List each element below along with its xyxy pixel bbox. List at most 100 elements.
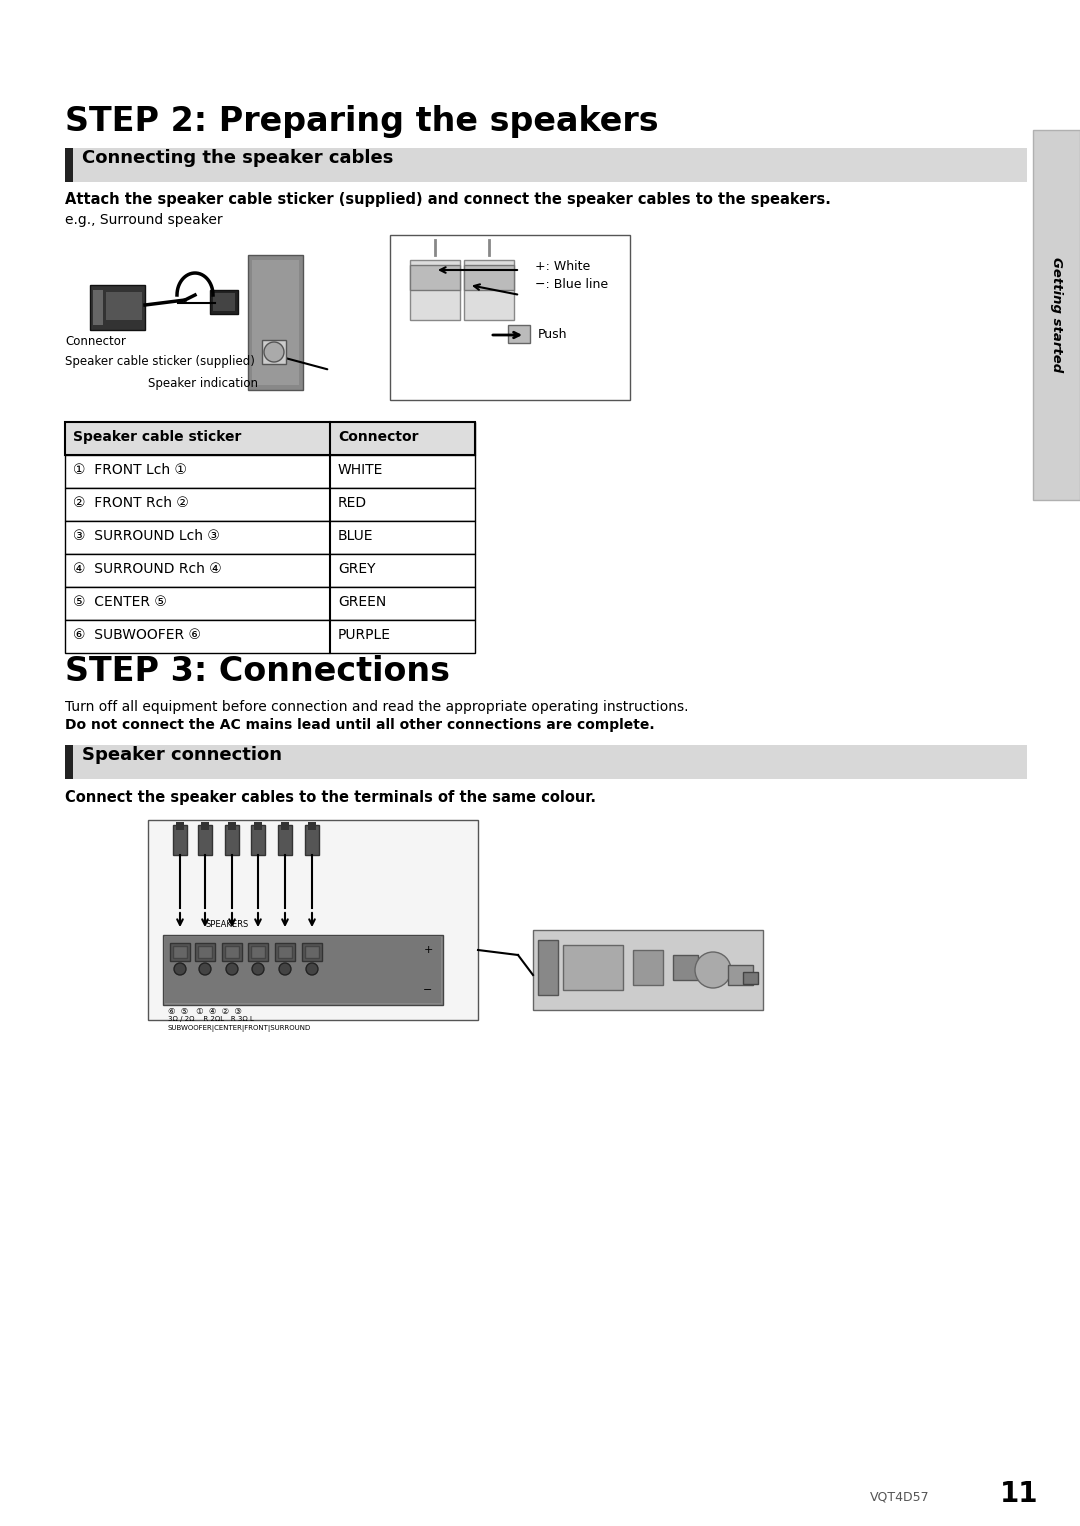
Text: Speaker cable sticker (supplied): Speaker cable sticker (supplied) xyxy=(65,356,255,368)
Text: Speaker indication: Speaker indication xyxy=(148,377,258,391)
Text: −: − xyxy=(423,984,433,995)
Bar xyxy=(65,423,475,455)
Text: PURPLE: PURPLE xyxy=(338,629,391,642)
Text: ③  SURROUND Lch ③: ③ SURROUND Lch ③ xyxy=(73,530,220,543)
Text: −: Blue line: −: Blue line xyxy=(535,278,608,291)
Bar xyxy=(93,290,103,325)
Bar xyxy=(248,943,268,961)
Text: GREY: GREY xyxy=(338,562,376,575)
Text: e.g., Surround speaker: e.g., Surround speaker xyxy=(65,214,222,227)
Bar xyxy=(464,259,514,320)
Text: GREEN: GREEN xyxy=(338,595,387,609)
Bar xyxy=(228,823,237,830)
Bar xyxy=(195,943,215,961)
Bar xyxy=(308,823,316,830)
Bar xyxy=(278,946,292,958)
Bar xyxy=(65,620,475,653)
Bar xyxy=(508,325,530,343)
Text: ⑥  SUBWOOFER ⑥: ⑥ SUBWOOFER ⑥ xyxy=(73,629,201,642)
Bar xyxy=(534,929,762,1010)
Bar xyxy=(281,823,289,830)
Bar xyxy=(1032,130,1080,501)
Text: Attach the speaker cable sticker (supplied) and connect the speaker cables to th: Attach the speaker cable sticker (suppli… xyxy=(65,192,831,208)
Bar xyxy=(213,293,235,311)
Circle shape xyxy=(226,963,238,975)
Bar xyxy=(251,946,265,958)
Text: ⑥  ⑤   ①  ④  ②  ③: ⑥ ⑤ ① ④ ② ③ xyxy=(168,1007,242,1016)
Bar xyxy=(65,148,1027,182)
Bar xyxy=(410,266,460,290)
Circle shape xyxy=(252,963,264,975)
Bar xyxy=(65,423,475,455)
Bar xyxy=(106,291,141,320)
Bar xyxy=(743,972,758,984)
Bar xyxy=(302,943,322,961)
Bar xyxy=(173,826,187,855)
Bar xyxy=(65,520,475,554)
Bar xyxy=(410,259,460,320)
Text: Push: Push xyxy=(538,328,567,340)
Bar xyxy=(163,935,443,1006)
Text: +: White: +: White xyxy=(535,259,591,273)
Bar xyxy=(170,943,190,961)
Text: ①  FRONT Lch ①: ① FRONT Lch ① xyxy=(73,462,187,478)
Bar xyxy=(165,937,441,1003)
Circle shape xyxy=(696,952,731,987)
Text: Speaker cable sticker: Speaker cable sticker xyxy=(73,430,241,444)
Text: SPEAKERS: SPEAKERS xyxy=(206,920,249,929)
Text: ②  FRONT Rch ②: ② FRONT Rch ② xyxy=(73,496,189,510)
Text: STEP 3: Connections: STEP 3: Connections xyxy=(65,655,450,688)
Circle shape xyxy=(199,963,211,975)
Bar xyxy=(464,266,514,290)
Bar xyxy=(90,285,145,330)
Circle shape xyxy=(174,963,186,975)
Bar xyxy=(225,826,239,855)
Text: Speaker connection: Speaker connection xyxy=(82,746,282,765)
Bar xyxy=(222,943,242,961)
Text: Connector: Connector xyxy=(65,336,126,348)
Bar xyxy=(278,826,292,855)
Bar xyxy=(65,745,73,778)
Text: Connecting the speaker cables: Connecting the speaker cables xyxy=(82,150,393,166)
Bar xyxy=(198,826,212,855)
Bar xyxy=(633,951,663,984)
Bar xyxy=(538,940,558,995)
Bar xyxy=(65,148,73,182)
Bar xyxy=(251,826,265,855)
Bar xyxy=(254,823,262,830)
Bar xyxy=(201,823,210,830)
Circle shape xyxy=(279,963,291,975)
Text: WHITE: WHITE xyxy=(338,462,383,478)
Bar xyxy=(176,823,184,830)
Bar xyxy=(248,255,303,391)
Text: Turn off all equipment before connection and read the appropriate operating inst: Turn off all equipment before connection… xyxy=(65,700,689,714)
Bar xyxy=(390,235,630,400)
Bar xyxy=(148,819,478,1019)
Text: RED: RED xyxy=(338,496,367,510)
Text: VQT4D57: VQT4D57 xyxy=(870,1489,930,1503)
Bar xyxy=(728,964,753,984)
Bar xyxy=(210,290,238,314)
Text: +: + xyxy=(423,945,433,955)
Text: ⑤  CENTER ⑤: ⑤ CENTER ⑤ xyxy=(73,595,167,609)
Text: Connect the speaker cables to the terminals of the same colour.: Connect the speaker cables to the termin… xyxy=(65,790,596,806)
Bar xyxy=(305,946,319,958)
Bar xyxy=(65,455,475,488)
Text: Do not connect the AC mains lead until all other connections are complete.: Do not connect the AC mains lead until a… xyxy=(65,719,654,732)
Bar xyxy=(65,745,1027,778)
Text: Getting started: Getting started xyxy=(1050,258,1063,372)
Bar xyxy=(563,945,623,990)
Circle shape xyxy=(264,342,284,362)
Bar xyxy=(65,554,475,588)
Circle shape xyxy=(306,963,318,975)
Bar xyxy=(65,488,475,520)
Bar xyxy=(262,340,286,365)
Bar xyxy=(225,946,239,958)
Bar xyxy=(275,943,295,961)
Bar xyxy=(198,946,212,958)
Text: 3Ω / 2Ω    R 2ΩL   R 3Ω L: 3Ω / 2Ω R 2ΩL R 3Ω L xyxy=(168,1016,254,1022)
Text: 11: 11 xyxy=(1000,1480,1039,1508)
Bar xyxy=(65,588,475,620)
Bar xyxy=(252,259,299,385)
Bar xyxy=(305,826,319,855)
